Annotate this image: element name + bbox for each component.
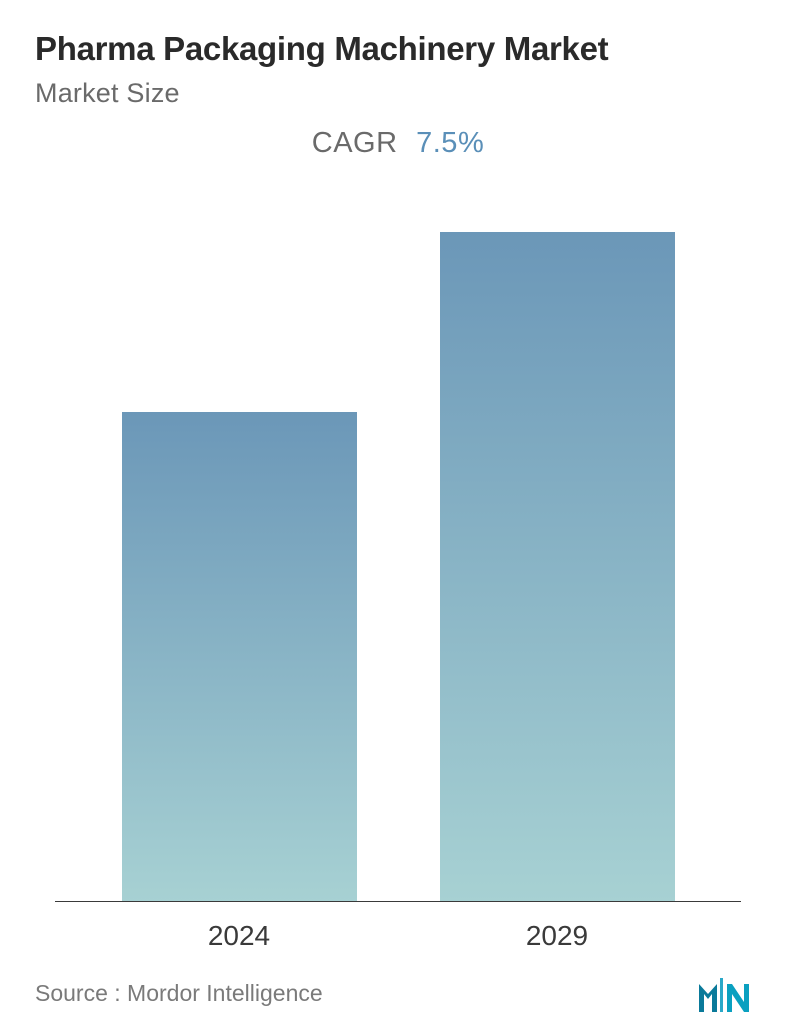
cagr-value: 7.5%: [416, 127, 484, 159]
chart-title: Pharma Packaging Machinery Market: [35, 30, 761, 68]
chart-container: Pharma Packaging Machinery Market Market…: [0, 0, 796, 1034]
cagr-label: CAGR: [312, 127, 398, 159]
chart-subtitle: Market Size: [35, 78, 761, 109]
bars-group: [35, 232, 761, 902]
cagr-row: CAGR 7.5%: [35, 127, 761, 160]
mordor-logo-icon: [699, 974, 761, 1012]
chart-footer: Source : Mordor Intelligence: [35, 960, 761, 1014]
bar-2024: [122, 412, 357, 902]
x-axis-labels: 2024 2029: [35, 920, 761, 952]
x-label-0: 2024: [122, 920, 357, 952]
source-text: Source : Mordor Intelligence: [35, 980, 323, 1007]
x-label-1: 2029: [440, 920, 675, 952]
bar-2029: [440, 232, 675, 902]
chart-area: 2024 2029: [35, 170, 761, 960]
x-axis-line: [55, 901, 741, 903]
